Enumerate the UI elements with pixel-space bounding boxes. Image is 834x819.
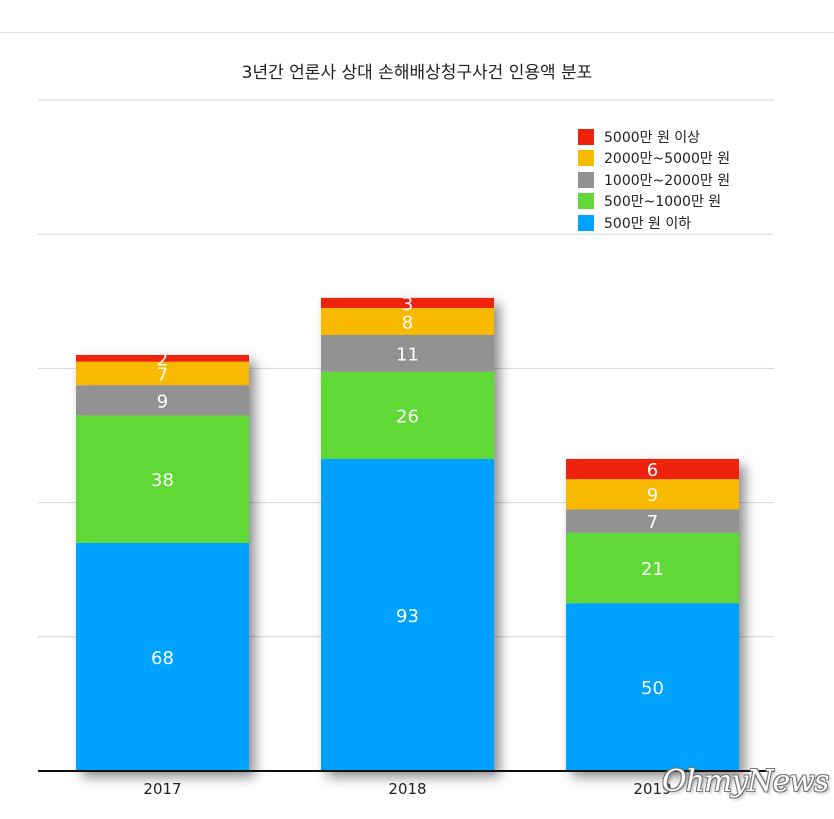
bar-2018-series-3: [321, 308, 494, 335]
data-label-2017-series-2: 9: [157, 391, 168, 412]
top-divider: [0, 32, 834, 33]
bar-2019-series-1: [566, 532, 739, 604]
bar-2018-series-2: [321, 334, 494, 372]
data-label-2017-series-0: 68: [151, 648, 174, 669]
bar-2018-series-0: [321, 458, 494, 771]
data-label-2019-series-0: 50: [641, 678, 664, 699]
data-label-2018-series-2: 11: [396, 344, 419, 365]
legend-swatch: [578, 214, 594, 231]
watermark-logo: OhmyNews: [662, 764, 829, 799]
bar-2019-series-3: [566, 479, 739, 510]
bar-2018-series-4: [321, 297, 494, 309]
bar-2019-series-2: [566, 509, 739, 533]
data-label-2018-series-4: 3: [402, 294, 413, 315]
legend-label: 500만 원 이하: [604, 215, 692, 232]
bar-2019-series-0: [566, 603, 739, 771]
data-label-2018-series-0: 93: [396, 606, 419, 627]
data-label-2017-series-1: 38: [151, 470, 174, 491]
legend-label: 500만~1000만 원: [604, 194, 722, 211]
data-label-2017-series-4: 2: [157, 349, 168, 370]
legend-item-0: 5000만 원 이상: [578, 126, 808, 148]
legend-swatch: [578, 150, 594, 167]
legend: 5000만 원 이상 2000만~5000만 원 1000만~2000만 원 500만…: [578, 126, 808, 234]
bar-column-2019: [566, 458, 739, 771]
bar-2017-series-1: [76, 415, 249, 543]
legend-swatch: [578, 128, 594, 145]
bar-column-2017: [76, 354, 249, 771]
legend-swatch: [578, 193, 594, 210]
legend-item-1: 2000만~5000만 원: [578, 148, 808, 170]
data-label-2017-series-3: 7: [157, 364, 168, 385]
chart-title: 3년간 언론사 상대 손해배상청구사건 인용액 분포: [241, 63, 593, 83]
x-tick-labels: 2017 2018 2019: [143, 780, 671, 798]
data-label-2018-series-3: 8: [402, 312, 413, 333]
data-label-2019-series-1: 21: [641, 559, 664, 580]
x-tick-2018: 2018: [388, 780, 426, 798]
bar-column-2018: [321, 297, 494, 771]
bar-2019-series-4: [566, 458, 739, 480]
legend-item-4: 500만 원 이하: [578, 212, 808, 234]
bar-2017-series-2: [76, 385, 249, 416]
bar-2018-series-1: [321, 371, 494, 459]
bar-2017-series-0: [76, 542, 249, 771]
data-label-2019-series-4: 6: [647, 460, 658, 481]
bars: [76, 297, 739, 771]
data-label-2019-series-3: 9: [647, 485, 658, 506]
legend-item-3: 500만~1000만 원: [578, 191, 808, 213]
legend-label: 2000만~5000만 원: [604, 151, 731, 168]
x-tick-2019: 2019: [633, 780, 671, 798]
bar-2017-series-4: [76, 354, 249, 362]
legend-swatch: [578, 171, 594, 188]
data-label-2019-series-2: 7: [647, 512, 658, 533]
legend-label: 5000만 원 이상: [604, 129, 701, 146]
x-tick-2017: 2017: [143, 780, 181, 798]
data-label-2018-series-1: 26: [396, 406, 419, 427]
legend-label: 1000만~2000만 원: [604, 172, 731, 189]
bar-2017-series-3: [76, 361, 249, 386]
legend-item-2: 1000만~2000만 원: [578, 169, 808, 191]
